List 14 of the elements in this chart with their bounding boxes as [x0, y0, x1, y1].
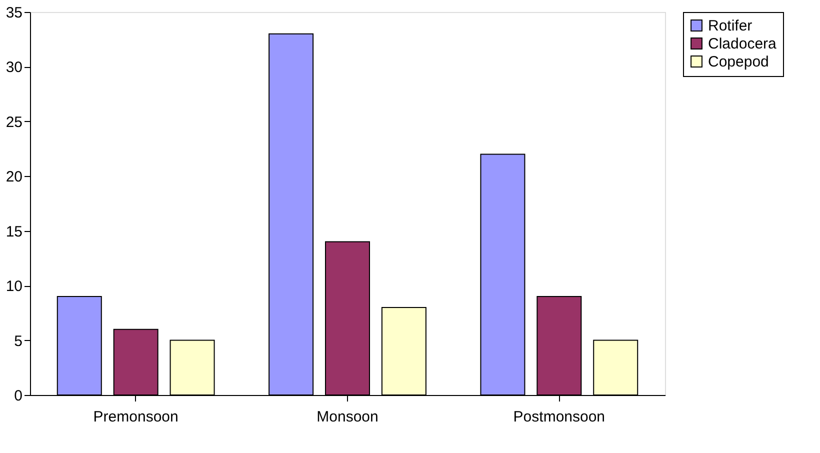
x-tick-label: Postmonsoon [513, 408, 606, 426]
y-tick-label: 30 [6, 59, 22, 76]
y-tick-label: 35 [6, 4, 22, 22]
y-tick-label: 0 [14, 388, 22, 404]
y-tick-label: 15 [6, 223, 22, 240]
y-tick-label: 5 [14, 332, 22, 350]
y-tick-label: 20 [6, 168, 22, 186]
x-tick-label: Premonsoon [93, 408, 178, 426]
y-tick-label: 25 [6, 114, 22, 131]
legend-label: Copepod [708, 54, 769, 70]
y-tick-label: 10 [6, 278, 22, 296]
legend-label: Rotifer [708, 18, 752, 34]
x-tick-label: Monsoon [316, 408, 378, 426]
legend-label: Cladocera [708, 36, 778, 52]
